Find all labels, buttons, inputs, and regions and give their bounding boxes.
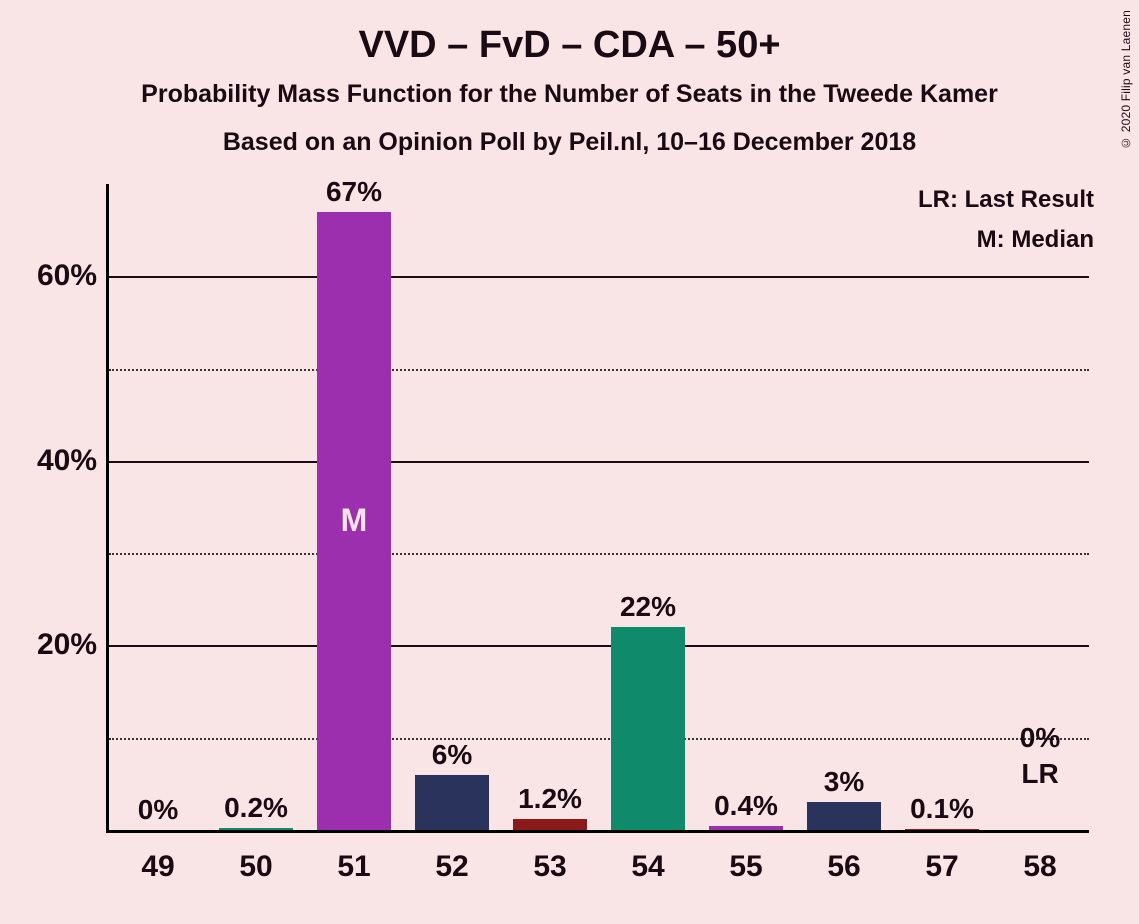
- chart-title: VVD – FvD – CDA – 50+: [0, 24, 1139, 67]
- gridline-major: [109, 461, 1089, 463]
- bar-value-label: 6%: [432, 739, 472, 775]
- x-axis-tick-label: 55: [729, 830, 762, 884]
- x-axis-tick-label: 51: [337, 830, 370, 884]
- gridline-major: [109, 276, 1089, 278]
- chart-subtitle-2: Based on an Opinion Poll by Peil.nl, 10–…: [0, 128, 1139, 157]
- plot-area: 20%40%60%0%490.2%5067%M516%521.2%5322%54…: [109, 184, 1089, 830]
- bar: [415, 775, 489, 830]
- x-axis: [109, 830, 1089, 833]
- bar-value-label: 3%: [824, 766, 864, 802]
- x-axis-tick-label: 49: [141, 830, 174, 884]
- y-axis-tick-label: 40%: [37, 444, 109, 478]
- x-axis-tick-label: 50: [239, 830, 272, 884]
- gridline-minor: [109, 369, 1089, 371]
- bar-value-label: 0.2%: [224, 792, 288, 828]
- y-axis-tick-label: 60%: [37, 259, 109, 293]
- bar-value-label: 1.2%: [518, 783, 582, 819]
- x-axis-tick-label: 52: [435, 830, 468, 884]
- last-result-marker: LR: [1021, 758, 1058, 790]
- bar: [513, 819, 587, 830]
- x-axis-tick-label: 56: [827, 830, 860, 884]
- chart-subtitle-1: Probability Mass Function for the Number…: [0, 80, 1139, 109]
- bar-value-label: 22%: [620, 591, 676, 627]
- median-marker: M: [341, 502, 368, 539]
- x-axis-tick-label: 54: [631, 830, 664, 884]
- bar: [807, 802, 881, 830]
- x-axis-tick-label: 58: [1023, 830, 1056, 884]
- gridline-minor: [109, 738, 1089, 740]
- bar-value-label: 0%: [1020, 722, 1060, 758]
- x-axis-tick-label: 53: [533, 830, 566, 884]
- bar-value-label: 0.4%: [714, 790, 778, 826]
- x-axis-tick-label: 57: [925, 830, 958, 884]
- gridline-major: [109, 645, 1089, 647]
- y-axis: [106, 184, 109, 833]
- bar-value-label: 0%: [138, 794, 178, 830]
- gridline-minor: [109, 553, 1089, 555]
- bar-value-label: 0.1%: [910, 793, 974, 829]
- y-axis-tick-label: 20%: [37, 628, 109, 662]
- bar-value-label: 67%: [326, 176, 382, 212]
- bar: [611, 627, 685, 830]
